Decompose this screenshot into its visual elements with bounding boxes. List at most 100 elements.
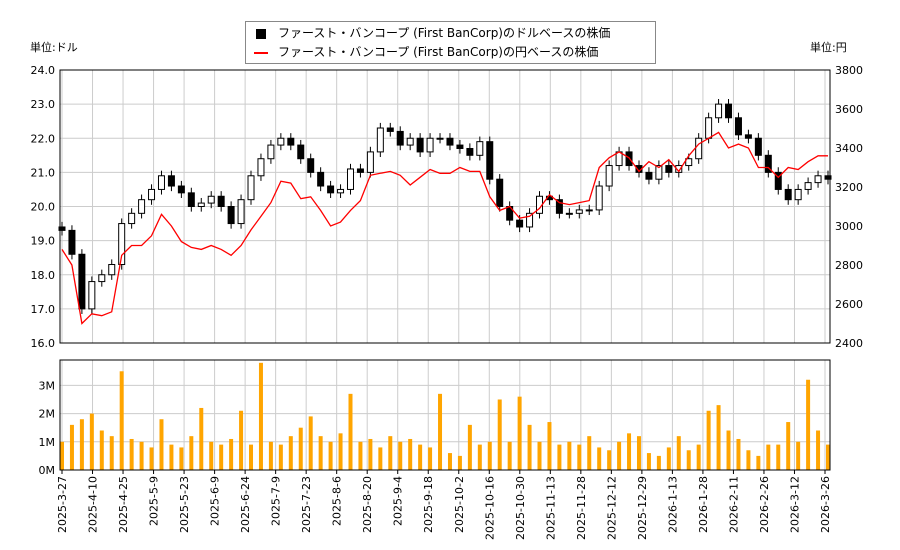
legend-swatch-black-square <box>256 28 266 39</box>
candle <box>247 175 255 201</box>
candle <box>138 199 146 214</box>
volume-bar <box>557 444 562 470</box>
candle <box>615 151 623 167</box>
candle <box>118 223 126 266</box>
volume-bar <box>467 424 472 470</box>
volume-bar <box>587 436 592 470</box>
volume-bar <box>607 450 612 470</box>
y-right-tick-label: 3400 <box>835 142 863 155</box>
candle <box>217 195 225 207</box>
volume-bar <box>438 393 443 470</box>
x-tick-label: 2025-12-12 <box>605 476 618 540</box>
volume-bar <box>358 441 363 470</box>
volume-bar <box>398 441 403 470</box>
candle <box>436 137 444 140</box>
candle <box>227 206 235 225</box>
volume-bar <box>418 444 423 470</box>
candle <box>456 144 464 149</box>
candle <box>655 165 663 180</box>
legend-item-jpy: ファースト・バンコープ (First BanCorp)の円ベースの株価 <box>254 43 598 61</box>
volume-bar <box>776 444 781 470</box>
volume-bar <box>298 427 303 470</box>
candle <box>794 188 802 201</box>
volume-bar <box>617 441 622 470</box>
candle <box>307 158 315 173</box>
candle <box>148 188 156 201</box>
volume-bar <box>328 441 333 470</box>
candle <box>814 175 822 184</box>
candle <box>685 158 693 167</box>
y-left-tick-label: 22.0 <box>31 132 56 145</box>
candle <box>177 185 185 194</box>
volume-bar <box>278 444 283 470</box>
candle <box>267 144 275 160</box>
volume-bar <box>249 444 254 470</box>
candle <box>466 147 474 156</box>
candle <box>356 168 364 173</box>
volume-bar <box>338 433 343 470</box>
volume-bar <box>487 441 492 470</box>
left-unit-label: 単位:ドル <box>30 41 78 54</box>
volume-bar <box>766 444 771 470</box>
candle <box>88 281 96 310</box>
volume-bar <box>159 419 164 470</box>
volume-bar <box>736 438 741 470</box>
y-right-tick-label: 3800 <box>835 64 863 77</box>
volume-bar <box>388 436 393 470</box>
x-tick-label: 2025-8-6 <box>331 476 344 526</box>
volume-bar <box>806 379 811 470</box>
volume-bar <box>826 444 830 470</box>
volume-bar <box>209 441 214 470</box>
legend-swatch-red-line <box>254 51 268 54</box>
candle <box>386 127 394 132</box>
volume-bar <box>89 413 94 470</box>
candle <box>327 185 335 194</box>
candle <box>764 154 772 173</box>
volume-bar <box>477 444 482 470</box>
volume-bar <box>497 399 502 470</box>
volume-bar <box>219 444 224 470</box>
volume-bar <box>368 438 373 470</box>
candle <box>108 264 116 276</box>
volume-bar <box>646 453 651 470</box>
candle <box>396 130 404 146</box>
candle <box>665 165 673 173</box>
candle <box>98 274 106 283</box>
volume-bar <box>726 430 731 470</box>
volume-bar <box>686 450 691 470</box>
price-plot-frame <box>59 69 831 344</box>
volume-bar <box>268 441 273 470</box>
candle <box>317 171 325 187</box>
volume-bar <box>756 455 761 470</box>
volume-bar <box>666 447 671 470</box>
y-right-tick-label: 3000 <box>835 220 863 233</box>
volume-bar <box>656 455 661 470</box>
candle <box>734 117 742 136</box>
candle <box>595 185 603 211</box>
candle <box>157 175 165 190</box>
volume-bar <box>627 433 632 470</box>
candle <box>197 202 205 207</box>
candle <box>337 188 345 194</box>
volume-bar <box>129 438 134 470</box>
candle <box>257 158 265 177</box>
volume-bar <box>318 436 323 470</box>
candle <box>277 137 285 146</box>
volume-bar <box>577 444 582 470</box>
x-tick-label: 2025-11-28 <box>575 476 588 540</box>
candle <box>187 192 195 208</box>
volume-bar <box>716 405 721 470</box>
candle <box>128 212 136 225</box>
volume-bar <box>169 444 174 470</box>
legend: ファースト・バンコープ (First BanCorp)のドルベースの株価 ファー… <box>245 21 656 64</box>
x-tick-label: 2025-5-9 <box>148 476 161 526</box>
volume-tick-label: 2M <box>39 408 56 421</box>
volume-bar <box>527 424 532 470</box>
volume-bar <box>816 430 821 470</box>
y-left-tick-label: 23.0 <box>31 98 56 111</box>
candle <box>446 137 454 146</box>
x-tick-label: 2026-2-26 <box>758 476 771 533</box>
x-tick-label: 2025-7-23 <box>300 476 313 533</box>
